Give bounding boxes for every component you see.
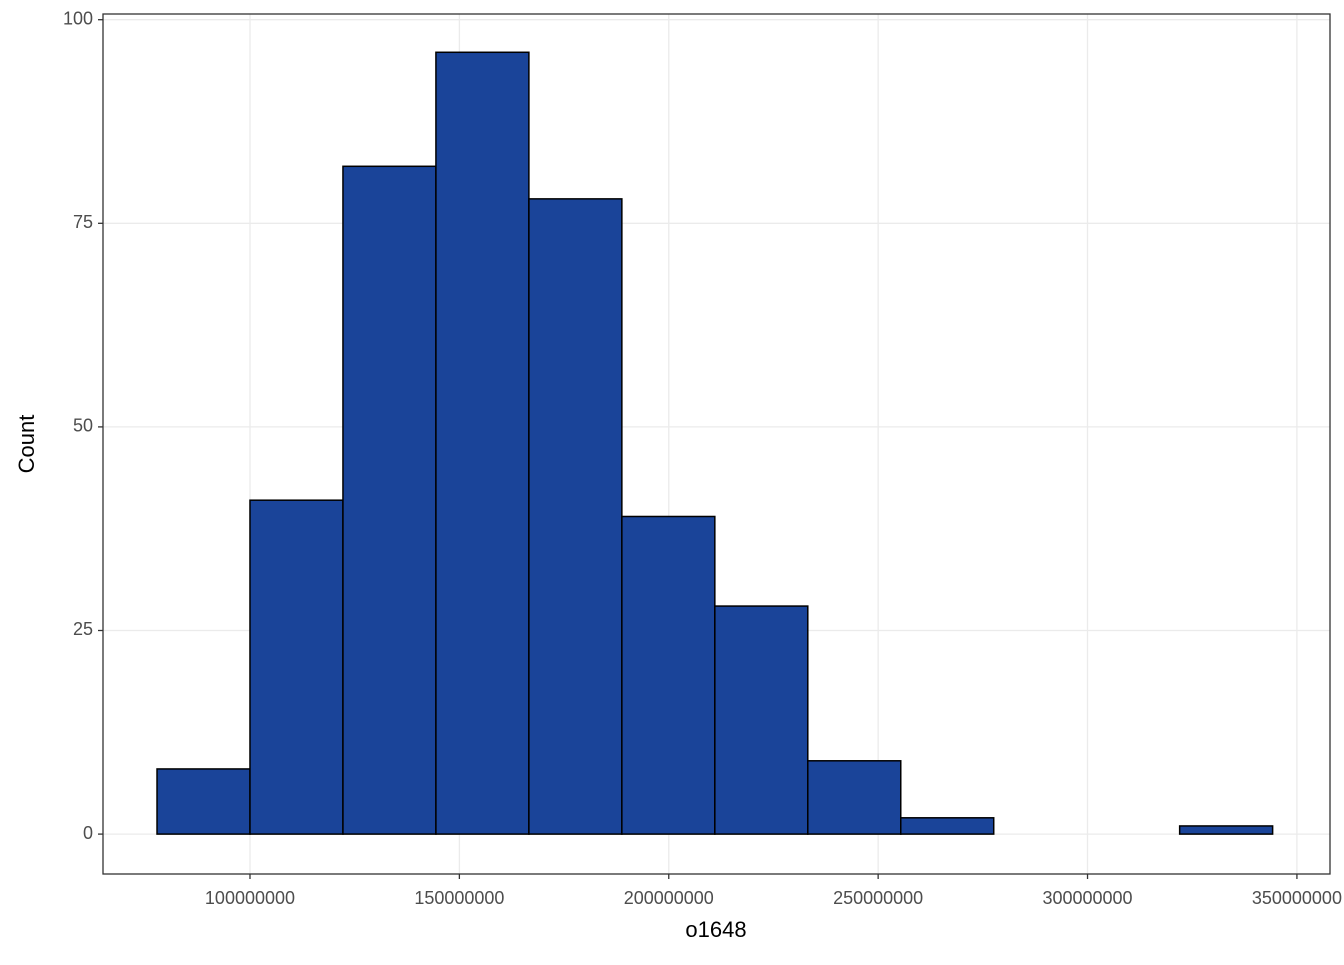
bar	[435, 51, 530, 835]
x-tick-label: 250000000	[833, 888, 923, 908]
bar	[900, 817, 995, 835]
bar	[156, 768, 251, 835]
bar	[528, 198, 623, 835]
y-tick-label: 100	[63, 8, 93, 28]
y-tick-label: 75	[73, 212, 93, 232]
bar	[714, 605, 809, 835]
bar	[249, 499, 344, 835]
x-tick-label: 150000000	[414, 888, 504, 908]
y-tick-label: 25	[73, 619, 93, 639]
bar	[1178, 825, 1274, 835]
bar	[342, 165, 437, 835]
bar	[621, 515, 716, 835]
y-tick-label: 50	[73, 416, 93, 436]
x-tick-label: 100000000	[205, 888, 295, 908]
x-tick-label: 300000000	[1042, 888, 1132, 908]
x-tick-label: 200000000	[624, 888, 714, 908]
y-tick-label: 0	[83, 823, 93, 843]
y-axis-title: Count	[14, 415, 39, 474]
x-tick-label: 350000000	[1252, 888, 1342, 908]
x-axis-title: o1648	[685, 917, 746, 942]
panel-border	[102, 13, 1331, 875]
bar	[807, 760, 902, 835]
